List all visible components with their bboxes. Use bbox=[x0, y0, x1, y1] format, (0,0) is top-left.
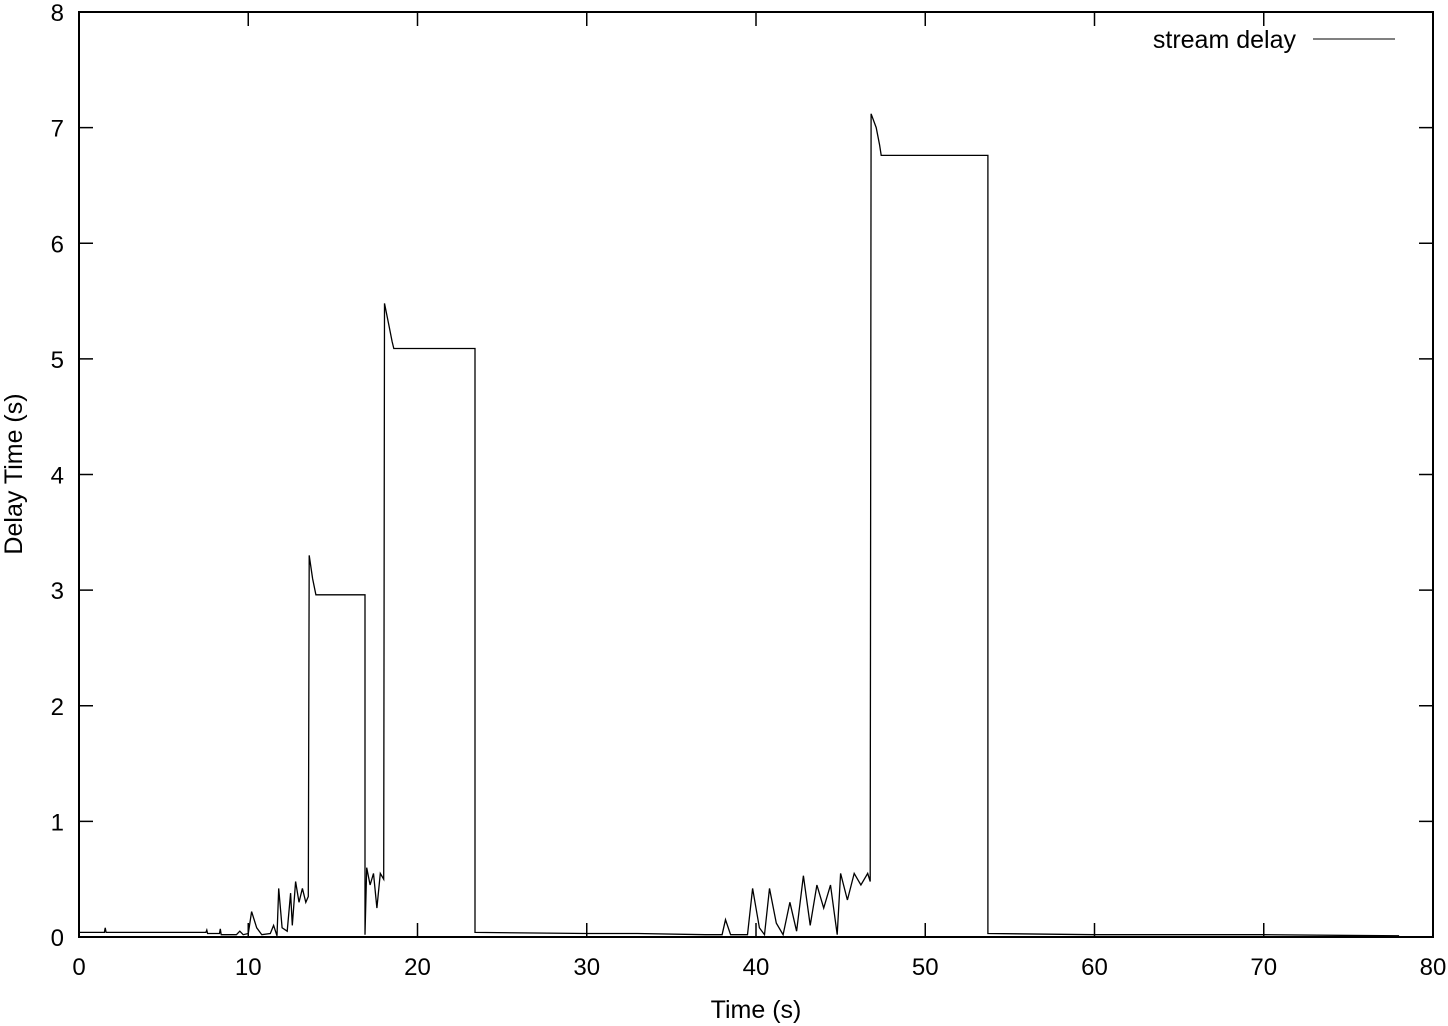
y-tick-label-4: 4 bbox=[51, 463, 64, 490]
y-tick-label-5: 5 bbox=[51, 347, 64, 374]
series-line-0 bbox=[79, 113, 1400, 937]
legend: stream delay bbox=[1153, 26, 1395, 54]
axis-ticks bbox=[78, 11, 1434, 938]
tick-labels: 0 10 20 30 40 50 60 70 80 0 1 2 3 4 5 6 7 8 bbox=[51, 0, 1447, 981]
x-tick-label-0: 0 bbox=[72, 954, 85, 981]
x-tick-label-2: 20 bbox=[404, 954, 431, 981]
x-tick-label-5: 50 bbox=[912, 954, 939, 981]
x-tick-label-3: 30 bbox=[573, 954, 600, 981]
y-tick-label-2: 2 bbox=[51, 694, 64, 721]
y-tick-label-0: 0 bbox=[51, 925, 64, 952]
x-tick-label-6: 60 bbox=[1081, 954, 1108, 981]
y-tick-label-8: 8 bbox=[51, 0, 64, 27]
plot-frame bbox=[78, 11, 1434, 938]
x-tick-label-4: 40 bbox=[743, 954, 770, 981]
x-axis-label: Time (s) bbox=[711, 996, 802, 1024]
y-tick-label-1: 1 bbox=[51, 809, 64, 836]
legend-label: stream delay bbox=[1153, 26, 1297, 54]
y-tick-label-7: 7 bbox=[51, 116, 64, 143]
y-tick-label-3: 3 bbox=[51, 578, 64, 605]
y-tick-label-6: 6 bbox=[51, 231, 64, 258]
x-tick-label-7: 70 bbox=[1250, 954, 1277, 981]
x-tick-label-8: 80 bbox=[1420, 954, 1447, 981]
series-lines bbox=[79, 113, 1400, 937]
x-tick-label-1: 10 bbox=[235, 954, 262, 981]
y-axis-label: Delay Time (s) bbox=[0, 393, 28, 554]
